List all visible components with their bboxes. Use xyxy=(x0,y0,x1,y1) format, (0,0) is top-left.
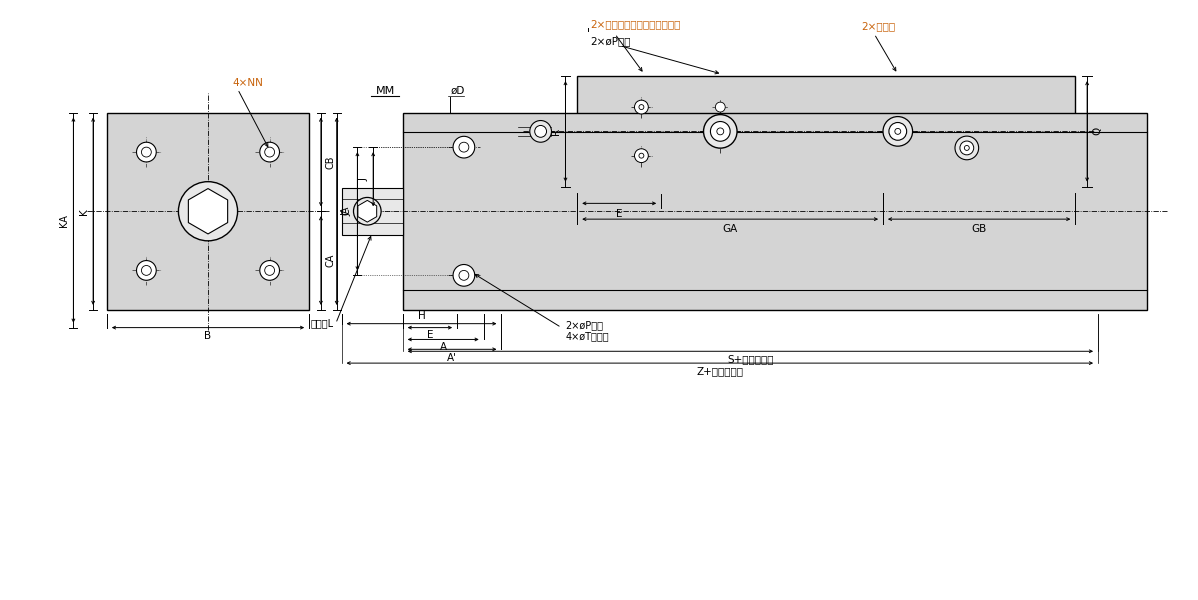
Circle shape xyxy=(453,265,474,286)
Circle shape xyxy=(459,271,468,280)
Circle shape xyxy=(964,145,969,151)
Text: R: R xyxy=(551,128,561,135)
Circle shape xyxy=(459,142,468,152)
Circle shape xyxy=(260,260,279,280)
Text: Q: Q xyxy=(1093,127,1102,136)
Circle shape xyxy=(710,122,730,141)
Circle shape xyxy=(353,197,381,225)
Bar xyxy=(107,113,309,310)
Text: A: A xyxy=(440,343,447,352)
Text: 2×øP通し: 2×øP通し xyxy=(591,37,630,47)
Circle shape xyxy=(703,115,737,148)
Circle shape xyxy=(635,149,648,163)
Circle shape xyxy=(715,102,725,112)
Text: 4×øT座ぐり: 4×øT座ぐり xyxy=(565,331,609,341)
Text: K: K xyxy=(79,208,89,215)
Text: B: B xyxy=(205,331,212,341)
Circle shape xyxy=(358,202,376,220)
Text: J: J xyxy=(358,178,368,181)
Polygon shape xyxy=(358,200,376,222)
Circle shape xyxy=(960,141,974,155)
Circle shape xyxy=(265,265,274,275)
Circle shape xyxy=(141,265,151,275)
Text: 2×クッション調整用ニードル: 2×クッション調整用ニードル xyxy=(591,19,680,29)
Text: A': A' xyxy=(447,353,458,363)
Bar xyxy=(577,76,1076,187)
Text: S+ストローク: S+ストローク xyxy=(727,354,774,364)
Text: 二面巾L: 二面巾L xyxy=(310,319,334,329)
Circle shape xyxy=(895,128,901,134)
Circle shape xyxy=(193,196,223,226)
Circle shape xyxy=(265,147,274,157)
Circle shape xyxy=(955,136,979,160)
Text: MM: MM xyxy=(375,86,394,96)
Bar xyxy=(403,113,1148,310)
Circle shape xyxy=(889,122,907,140)
Circle shape xyxy=(635,100,648,114)
Text: GB: GB xyxy=(972,224,987,234)
Text: E: E xyxy=(616,209,623,219)
Circle shape xyxy=(141,147,151,157)
Text: CB: CB xyxy=(326,155,335,169)
Circle shape xyxy=(639,104,643,110)
Text: E: E xyxy=(426,331,434,340)
Text: øD: øD xyxy=(450,86,465,96)
Text: 4×NN: 4×NN xyxy=(232,78,264,88)
Circle shape xyxy=(639,153,643,158)
Text: 2×ポート: 2×ポート xyxy=(861,21,895,31)
Text: GA: GA xyxy=(722,224,738,234)
Text: KA: KA xyxy=(59,214,68,227)
Bar xyxy=(341,188,403,235)
Circle shape xyxy=(716,128,724,135)
Text: Z+ストローク: Z+ストローク xyxy=(696,366,743,376)
Circle shape xyxy=(137,142,156,162)
Polygon shape xyxy=(188,188,228,234)
Bar xyxy=(519,118,577,145)
Text: CA: CA xyxy=(326,254,335,267)
Text: JA: JA xyxy=(341,206,351,216)
Circle shape xyxy=(530,121,551,142)
Circle shape xyxy=(453,136,474,158)
Circle shape xyxy=(179,182,237,241)
Circle shape xyxy=(137,260,156,280)
Text: H: H xyxy=(418,311,425,321)
Text: 2×øP通し: 2×øP通し xyxy=(565,320,604,331)
Circle shape xyxy=(534,125,546,137)
Text: C: C xyxy=(341,208,351,215)
Circle shape xyxy=(883,116,913,146)
Circle shape xyxy=(260,142,279,162)
